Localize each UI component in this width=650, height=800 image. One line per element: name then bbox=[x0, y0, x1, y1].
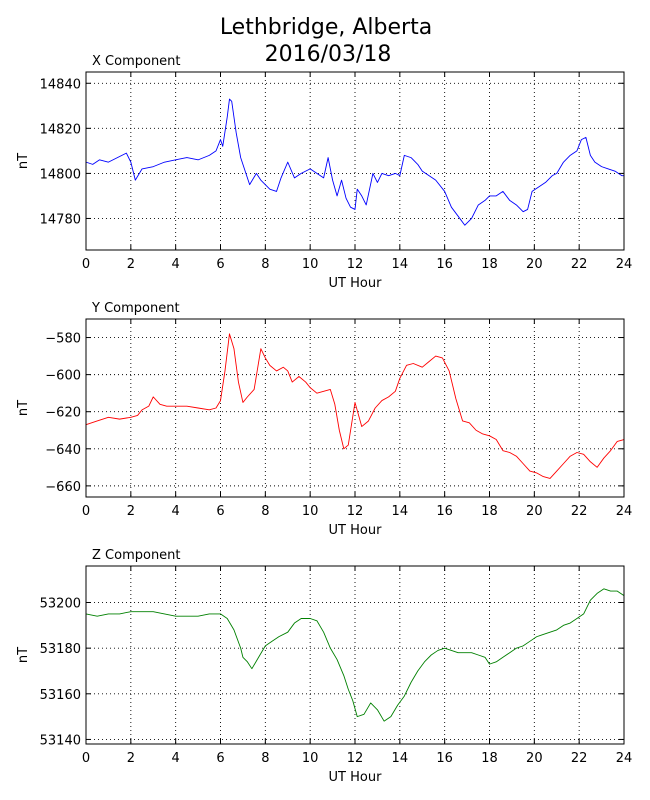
z-component-xtick-label-12: 24 bbox=[616, 751, 633, 766]
y-component-xtick-label-12: 24 bbox=[616, 504, 633, 519]
y-component-ytick-label-2: −620 bbox=[45, 406, 81, 421]
y-component-xtick-label-7: 14 bbox=[392, 504, 409, 519]
x-component-xtick-label-10: 20 bbox=[526, 257, 543, 272]
y-component-xtick-label-4: 8 bbox=[261, 504, 269, 519]
z-component-xtick-label-11: 22 bbox=[571, 751, 588, 766]
z-component-ytick-label-0: 53140 bbox=[40, 733, 81, 748]
y-component-xtick-label-8: 16 bbox=[436, 504, 453, 519]
y-component-xtick-label-0: 0 bbox=[82, 504, 90, 519]
y-component-xtick-label-10: 20 bbox=[526, 504, 543, 519]
y-component-ylabel: nT bbox=[16, 400, 31, 416]
x-component-ylabel: nT bbox=[16, 153, 31, 169]
y-component-ytick-label-3: −640 bbox=[45, 443, 81, 458]
x-component-xtick-label-7: 14 bbox=[392, 257, 409, 272]
x-component-xtick-label-9: 18 bbox=[481, 257, 498, 272]
z-component-ytick-label-1: 53160 bbox=[40, 688, 81, 703]
y-component-xlabel: UT Hour bbox=[329, 523, 383, 538]
y-component-ytick-label-4: −660 bbox=[45, 480, 81, 495]
x-component-ytick-label-0: 14780 bbox=[40, 212, 81, 227]
x-component-xtick-label-5: 10 bbox=[302, 257, 319, 272]
x-component-ytick-label-3: 14840 bbox=[40, 77, 81, 92]
z-component-xtick-label-3: 6 bbox=[216, 751, 224, 766]
figure-title-line2: 2016/03/18 bbox=[265, 42, 392, 67]
y-component-xtick-label-2: 4 bbox=[172, 504, 180, 519]
z-component-title: Z Component bbox=[92, 548, 181, 563]
y-component-xtick-label-1: 2 bbox=[127, 504, 135, 519]
x-component-xtick-label-4: 8 bbox=[261, 257, 269, 272]
y-component-title: Y Component bbox=[91, 301, 180, 316]
z-component-xtick-label-8: 16 bbox=[436, 751, 453, 766]
y-component-ytick-label-0: −580 bbox=[45, 332, 81, 347]
x-component-xtick-label-2: 4 bbox=[172, 257, 180, 272]
x-component-xtick-label-6: 12 bbox=[347, 257, 364, 272]
x-component-title: X Component bbox=[92, 54, 181, 69]
x-component-xtick-label-8: 16 bbox=[436, 257, 453, 272]
x-component-xtick-label-12: 24 bbox=[616, 257, 633, 272]
z-component-ylabel: nT bbox=[16, 647, 31, 663]
y-component-xtick-label-3: 6 bbox=[216, 504, 224, 519]
z-component-ytick-label-3: 53200 bbox=[40, 597, 81, 612]
z-component-xtick-label-1: 2 bbox=[127, 751, 135, 766]
z-component-xtick-label-2: 4 bbox=[172, 751, 180, 766]
z-component-ytick-label-2: 53180 bbox=[40, 642, 81, 657]
x-component-xlabel: UT Hour bbox=[329, 276, 383, 291]
y-component-xtick-label-9: 18 bbox=[481, 504, 498, 519]
z-component-xtick-label-4: 8 bbox=[261, 751, 269, 766]
z-component-xlabel: UT Hour bbox=[329, 770, 383, 785]
y-component-xtick-label-5: 10 bbox=[302, 504, 319, 519]
y-component-xtick-label-6: 12 bbox=[347, 504, 364, 519]
x-component-ytick-label-1: 14800 bbox=[40, 167, 81, 182]
x-component-xtick-label-3: 6 bbox=[216, 257, 224, 272]
z-component-xtick-label-0: 0 bbox=[82, 751, 90, 766]
y-component-ytick-label-1: −600 bbox=[45, 369, 81, 384]
x-component-xtick-label-11: 22 bbox=[571, 257, 588, 272]
z-component-series-line-0 bbox=[85, 588, 625, 722]
y-component-series-line-0 bbox=[85, 333, 625, 479]
x-component-xtick-label-0: 0 bbox=[82, 257, 90, 272]
z-component-xtick-label-7: 14 bbox=[392, 751, 409, 766]
y-component-xtick-label-11: 22 bbox=[571, 504, 588, 519]
z-component-xtick-label-9: 18 bbox=[481, 751, 498, 766]
z-component-xtick-label-5: 10 bbox=[302, 751, 319, 766]
x-component-series-line-0 bbox=[85, 98, 624, 226]
z-component-xtick-label-6: 12 bbox=[347, 751, 364, 766]
figure-title-line1: Lethbridge, Alberta bbox=[220, 15, 432, 40]
x-component-xtick-label-1: 2 bbox=[127, 257, 135, 272]
z-component-xtick-label-10: 20 bbox=[526, 751, 543, 766]
x-component-ytick-label-2: 14820 bbox=[40, 122, 81, 137]
